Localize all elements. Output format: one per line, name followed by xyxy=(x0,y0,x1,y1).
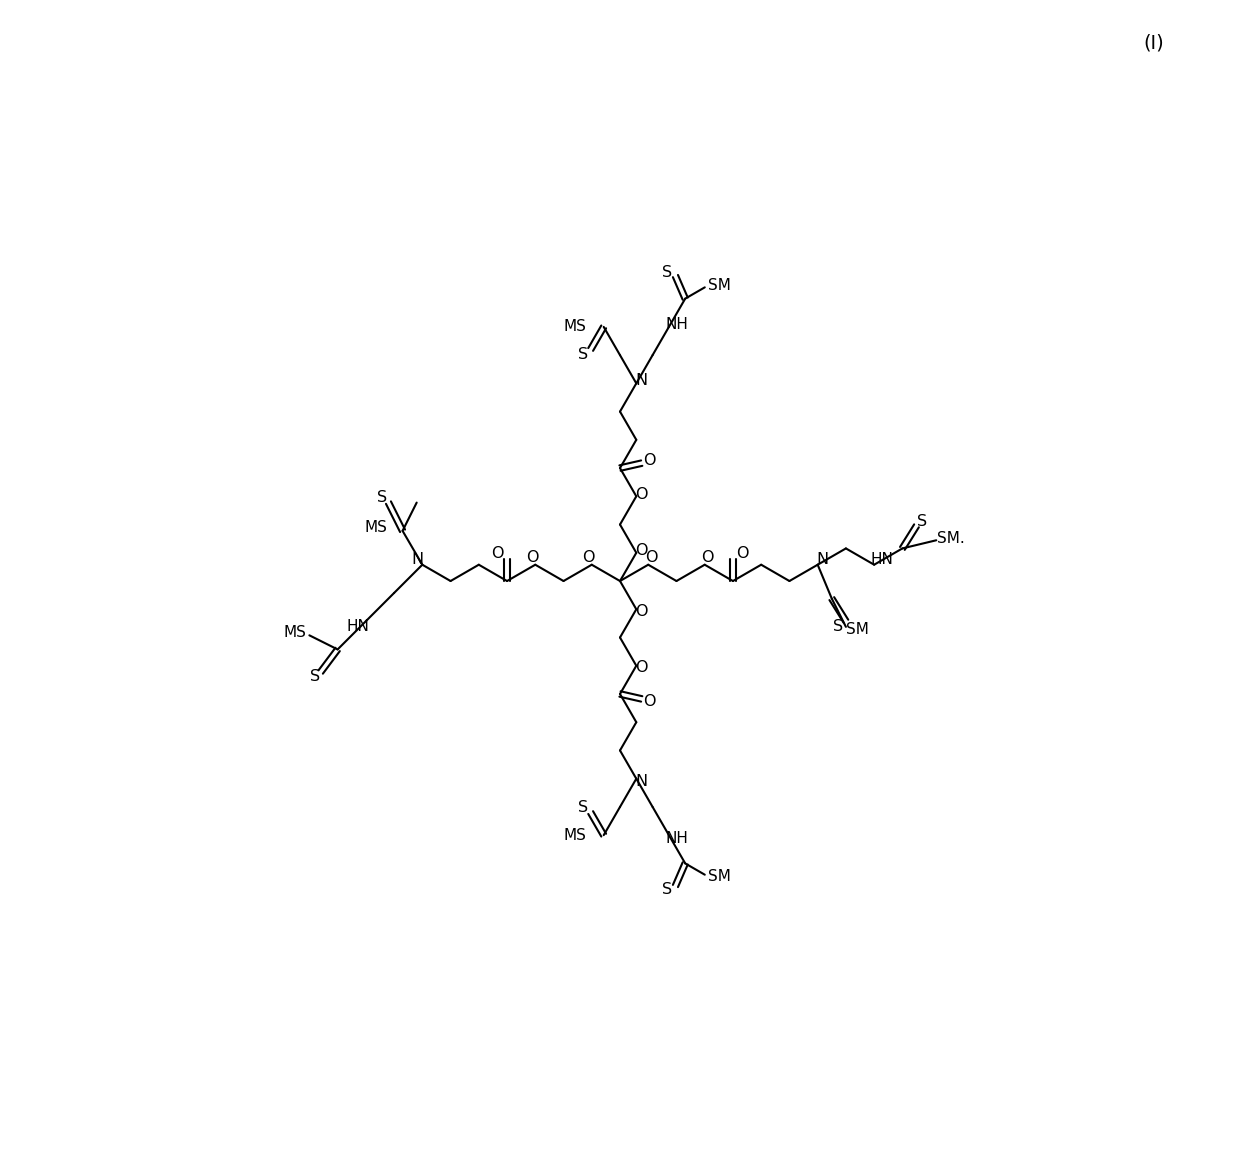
Text: S: S xyxy=(377,490,388,505)
Text: N: N xyxy=(412,553,423,568)
Text: MS: MS xyxy=(563,319,587,335)
Text: HN: HN xyxy=(870,553,894,568)
Text: S: S xyxy=(662,265,672,280)
Text: O: O xyxy=(702,550,714,566)
Text: S: S xyxy=(832,619,843,633)
Text: O: O xyxy=(644,695,656,709)
Text: O: O xyxy=(645,550,657,566)
Text: NH: NH xyxy=(666,317,688,332)
Text: O: O xyxy=(635,487,647,501)
Text: S: S xyxy=(578,347,588,361)
Text: (I): (I) xyxy=(1143,33,1164,52)
Text: NH: NH xyxy=(666,830,688,845)
Text: O: O xyxy=(737,546,749,561)
Text: HN: HN xyxy=(346,619,370,633)
Text: N: N xyxy=(817,553,828,568)
Text: O: O xyxy=(644,452,656,468)
Text: MS: MS xyxy=(365,520,388,535)
Text: N: N xyxy=(635,774,647,789)
Text: N: N xyxy=(635,373,647,388)
Text: SM.: SM. xyxy=(937,531,965,546)
Text: MS: MS xyxy=(283,625,306,640)
Text: O: O xyxy=(635,543,647,559)
Text: SM: SM xyxy=(708,278,732,293)
Text: SM: SM xyxy=(847,623,869,638)
Text: S: S xyxy=(578,800,588,815)
Text: O: O xyxy=(635,660,647,675)
Text: SM: SM xyxy=(708,869,732,884)
Text: MS: MS xyxy=(563,828,587,843)
Text: S: S xyxy=(310,669,320,684)
Text: S: S xyxy=(662,883,672,898)
Text: O: O xyxy=(526,550,538,566)
Text: O: O xyxy=(583,550,595,566)
Text: O: O xyxy=(635,604,647,619)
Text: S: S xyxy=(918,514,928,529)
Text: O: O xyxy=(491,546,503,561)
